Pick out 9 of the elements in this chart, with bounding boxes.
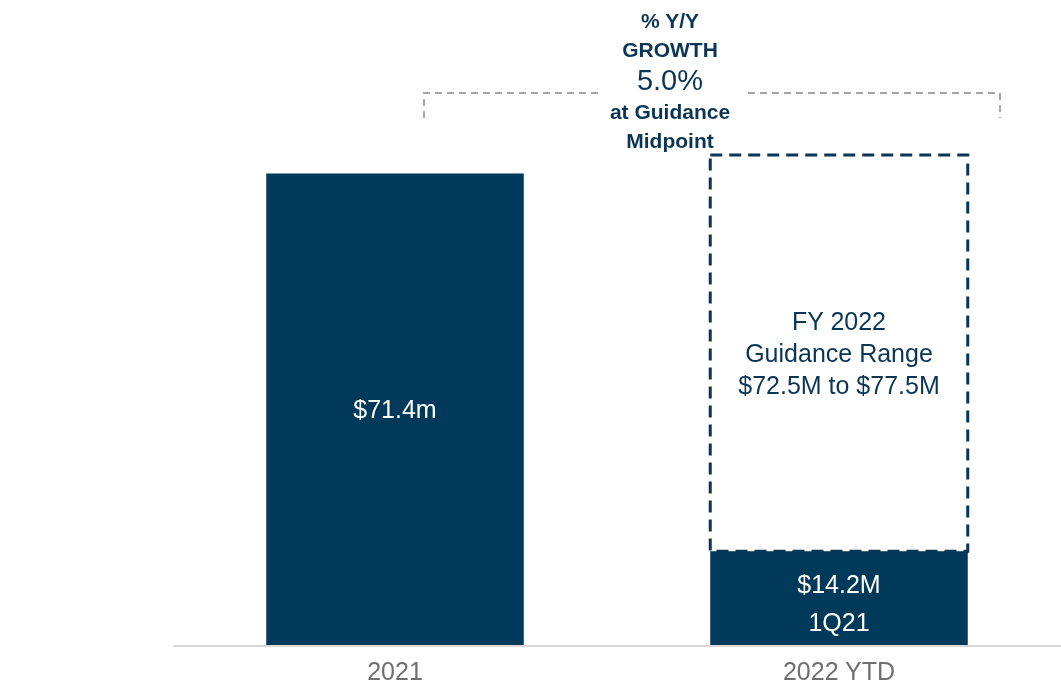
data-label: $14.2M [797,570,881,599]
text: % Y/Y GROWTH [622,8,718,61]
text: 5.0% [636,64,704,96]
x-tick-label: 2021 [367,657,423,685]
text: at Guidance Midpoint [609,99,731,152]
data-label: $71.4m [353,395,437,424]
x-tick-label: 2022 YTD [782,657,896,685]
data-label: FY 2022 Guidance Range $72.5M to $77.5M [738,307,940,400]
annotation: 1Q21 [808,608,870,636]
